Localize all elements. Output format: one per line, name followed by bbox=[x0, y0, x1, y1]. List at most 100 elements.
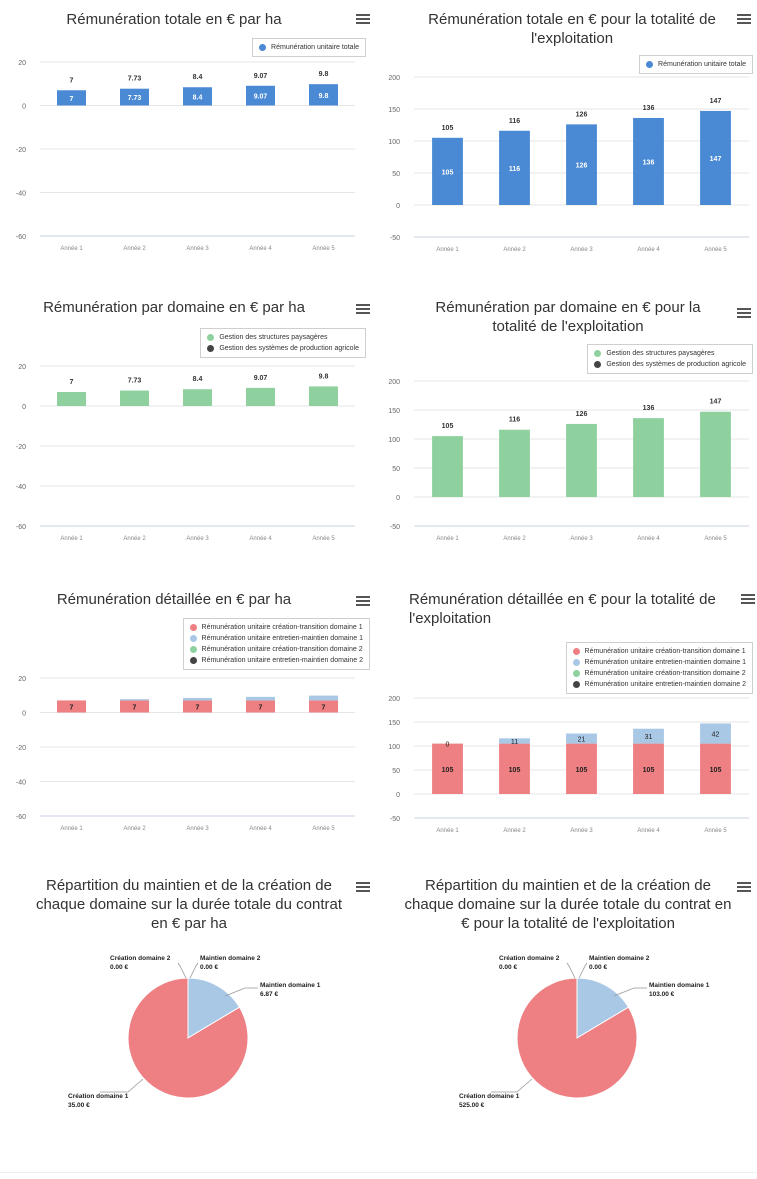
chart-panel-c5: Rémunération détaillée en € par ha Rémun… bbox=[0, 580, 378, 840]
pie-connector bbox=[100, 1078, 144, 1093]
hamburger-menu-icon[interactable] bbox=[737, 308, 751, 319]
x-tick-label: Année 3 bbox=[186, 536, 209, 542]
chart-legend: Rémunération unitaire création-transitio… bbox=[182, 618, 370, 670]
x-tick-label: Année 2 bbox=[503, 536, 526, 542]
bar-inner-label: 9.8 bbox=[319, 93, 329, 100]
bar-data-label: 7 bbox=[70, 379, 74, 386]
chart-title: Rémunération totale en € par ha bbox=[66, 11, 282, 28]
legend-item[interactable]: Rémunération unitaire entretien-maintien… bbox=[572, 679, 746, 690]
legend-item[interactable]: Rémunération unitaire entretien-maintien… bbox=[572, 657, 746, 668]
chart-panel-c7: Répartition du maintien et de la créatio… bbox=[0, 870, 378, 1160]
hamburger-menu-icon[interactable] bbox=[356, 14, 370, 25]
legend-dot bbox=[259, 44, 267, 51]
legend-item[interactable]: Rémunération unitaire création-transitio… bbox=[572, 646, 746, 657]
hamburger-menu-icon[interactable] bbox=[741, 594, 755, 605]
bar-inner-label: 126 bbox=[576, 163, 588, 170]
bar-inner-label: 31 bbox=[645, 734, 653, 741]
pie-label-name: Création domaine 2 bbox=[499, 955, 560, 962]
x-tick-label: Année 5 bbox=[704, 536, 727, 542]
bar-segment bbox=[309, 700, 338, 713]
legend-label: Rémunération unitaire création-transitio… bbox=[201, 646, 363, 653]
y-tick-label: -40 bbox=[16, 780, 26, 787]
chart-title: Répartition du maintien et de la créatio… bbox=[35, 877, 343, 932]
x-tick-label: Année 2 bbox=[123, 826, 146, 832]
x-tick-label: Année 5 bbox=[312, 536, 335, 542]
y-tick-label: 200 bbox=[388, 75, 400, 82]
bar-inner-label: 147 bbox=[710, 156, 722, 163]
legend-dot bbox=[189, 624, 197, 631]
x-tick-label: Année 3 bbox=[186, 826, 209, 832]
y-tick-label: -50 bbox=[390, 524, 400, 531]
y-tick-label: 20 bbox=[18, 676, 26, 683]
bar-data-label: 147 bbox=[710, 399, 722, 406]
legend-item[interactable]: Rémunération unitaire création-transitio… bbox=[189, 644, 363, 655]
legend-label: Rémunération unitaire entretien-maintien… bbox=[201, 657, 363, 664]
bar-inner-label: 105 bbox=[442, 767, 454, 774]
x-tick-label: Année 5 bbox=[312, 246, 335, 252]
legend-label: Rémunération unitaire création-transitio… bbox=[584, 670, 746, 677]
bar bbox=[246, 387, 275, 406]
legend-item[interactable]: Gestion des systèmes de production agric… bbox=[207, 343, 359, 354]
bar bbox=[566, 124, 597, 205]
legend-dot bbox=[189, 657, 197, 664]
bar-inner-label: 105 bbox=[643, 767, 655, 774]
hamburger-menu-icon[interactable] bbox=[356, 304, 370, 315]
legend-item[interactable]: Gestion des structures paysagères bbox=[207, 332, 359, 343]
chart-legend: Rémunération unitaire création-transitio… bbox=[565, 642, 753, 694]
y-tick-label: 0 bbox=[22, 711, 26, 718]
x-tick-label: Année 4 bbox=[249, 246, 272, 252]
hamburger-menu-icon[interactable] bbox=[737, 882, 751, 893]
bar-inner-label: 116 bbox=[509, 166, 520, 173]
y-tick-label: 0 bbox=[396, 792, 400, 799]
x-tick-label: Année 4 bbox=[637, 247, 660, 253]
y-tick-label: 50 bbox=[392, 466, 400, 473]
pie-label-name: Création domaine 2 bbox=[110, 955, 171, 962]
bar-segment bbox=[120, 699, 149, 701]
x-tick-label: Année 5 bbox=[312, 826, 335, 832]
legend-dot bbox=[189, 635, 197, 642]
legend-item[interactable]: Gestion des structures paysagères bbox=[594, 348, 746, 359]
legend-label: Rémunération unitaire création-transitio… bbox=[584, 648, 746, 655]
x-tick-label: Année 1 bbox=[60, 826, 83, 832]
pie-label-name: Maintien domaine 2 bbox=[200, 955, 261, 962]
legend-item[interactable]: Rémunération unitaire création-transitio… bbox=[189, 622, 363, 633]
bar-data-label: 9.8 bbox=[319, 71, 329, 78]
legend-item[interactable]: Rémunération unitaire création-transitio… bbox=[572, 668, 746, 679]
bar-data-label: 7.73 bbox=[128, 378, 142, 385]
legend-item[interactable]: Rémunération unitaire entretien-maintien… bbox=[189, 633, 363, 644]
bar bbox=[566, 423, 597, 497]
hamburger-menu-icon[interactable] bbox=[356, 882, 370, 893]
y-tick-label: -20 bbox=[16, 147, 26, 154]
legend-item[interactable]: Gestion des systèmes de production agric… bbox=[594, 359, 746, 370]
bar-data-label: 105 bbox=[442, 423, 454, 430]
legend-item[interactable]: Rémunération unitaire entretien-maintien… bbox=[189, 655, 363, 666]
y-tick-label: -40 bbox=[16, 484, 26, 491]
bar-segment bbox=[633, 728, 664, 744]
x-tick-label: Année 1 bbox=[436, 828, 459, 834]
bar bbox=[309, 84, 338, 106]
pie-label-value: 0.00 € bbox=[499, 964, 517, 971]
bar-segment bbox=[700, 743, 731, 794]
legend-dot bbox=[572, 670, 580, 677]
pie-label-value: 0.00 € bbox=[589, 964, 607, 971]
bar bbox=[633, 117, 664, 205]
y-tick-label: -60 bbox=[16, 524, 26, 531]
bar bbox=[120, 390, 149, 406]
hamburger-menu-icon[interactable] bbox=[737, 14, 751, 25]
bar-data-label: 105 bbox=[442, 125, 454, 132]
pie-connector bbox=[189, 962, 199, 979]
legend-item[interactable]: Rémunération unitaire totale bbox=[259, 42, 359, 53]
chart-panel-c3: Rémunération par domaine en € par ha Ges… bbox=[0, 288, 378, 558]
pie-label-name: Maintien domaine 1 bbox=[260, 982, 321, 989]
legend-item[interactable]: Rémunération unitaire totale bbox=[646, 59, 746, 70]
x-tick-label: Année 2 bbox=[123, 246, 146, 252]
bar-inner-label: 7 bbox=[259, 704, 263, 711]
bar-data-label: 136 bbox=[643, 105, 655, 112]
x-tick-label: Année 5 bbox=[704, 247, 727, 253]
hamburger-menu-icon[interactable] bbox=[356, 596, 370, 607]
pie-label-name: Création domaine 1 bbox=[459, 1093, 520, 1100]
chart-panel-c4: Rémunération par domaine en € pour la to… bbox=[379, 288, 757, 558]
pie-connector bbox=[224, 987, 258, 997]
y-tick-label: -20 bbox=[16, 444, 26, 451]
chart-title: Répartition du maintien et de la créatio… bbox=[404, 877, 732, 932]
